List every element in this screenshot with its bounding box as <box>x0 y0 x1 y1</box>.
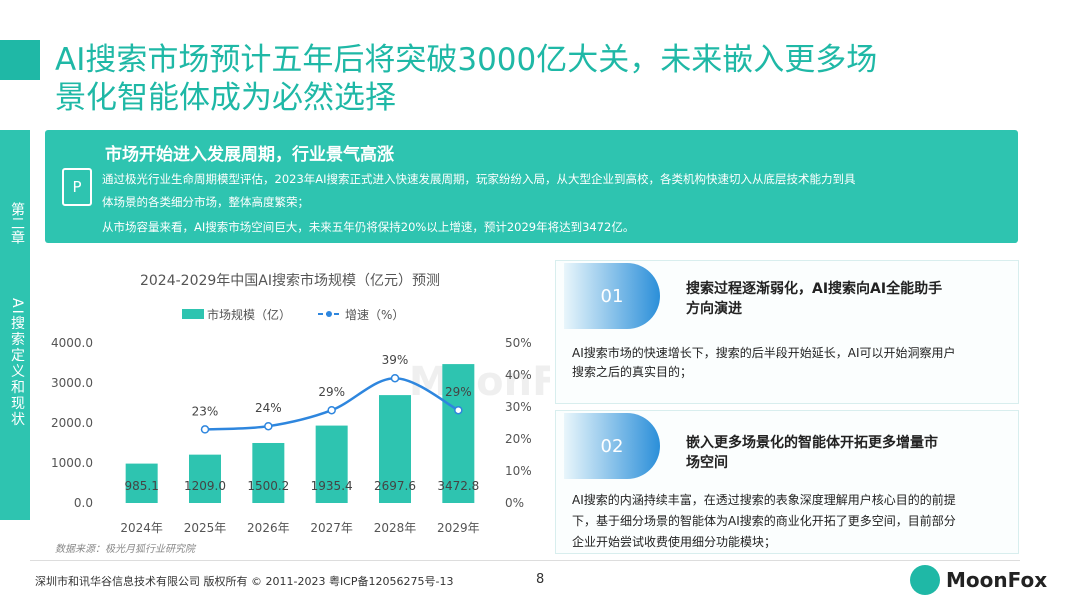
legend-label: 市场规模（亿） <box>207 307 291 322</box>
panel-number: 02 <box>564 413 660 479</box>
panel-heading: 搜索过程逐渐弱化，AI搜索向AI全能助手 <box>686 281 943 297</box>
growth-label: 24% <box>255 401 282 415</box>
summary-text: 通过极光行业生命周期模型评估，2023年AI搜索正式进入快速发展周期，玩家纷纷入… <box>102 172 856 186</box>
x-tick-label: 2026年 <box>247 521 290 535</box>
bar-label: 3472.8 <box>437 479 479 493</box>
summary-text: 从市场容量来看，AI搜索市场空间巨大，未来五年仍将保持20%以上增速，预计202… <box>102 220 635 234</box>
panel-heading: 场空间 <box>686 455 728 471</box>
bar-label: 985.1 <box>124 479 158 493</box>
bar-label: 1500.2 <box>247 479 289 493</box>
y-tick-label: 2000.0 <box>51 416 93 430</box>
bar-label: 1209.0 <box>184 479 226 493</box>
growth-point <box>264 421 273 431</box>
y2-tick-label: 0% <box>505 496 524 510</box>
y2-tick-label: 50% <box>505 336 532 350</box>
watermark: MoonFox <box>409 359 550 405</box>
panel-body: 下，基于细分场景的智能体为AI搜索的商业化开拓了更多空间，目前部分 <box>572 514 956 528</box>
x-tick-label: 2028年 <box>374 521 417 535</box>
growth-point <box>390 373 400 383</box>
x-tick-label: 2024年 <box>120 521 163 535</box>
panel: 02 嵌入更多场景化的智能体开拓更多增量市 场空间 AI搜索的内涵持续丰富，在透… <box>555 410 1019 554</box>
legend-swatch <box>182 309 204 319</box>
panel-body: AI搜索的内涵持续丰富，在透过搜索的表象深度理解用户核心目的的前提 <box>572 493 956 507</box>
bar-label: 2697.6 <box>374 479 416 493</box>
y2-tick-label: 30% <box>505 400 532 414</box>
summary-text: 体场景的各类细分市场，整体高度繁荣； <box>102 195 309 209</box>
panel-heading: 方向演进 <box>686 301 742 317</box>
growth-label: 39% <box>382 353 409 367</box>
panel-heading: 嵌入更多场景化的智能体开拓更多增量市 <box>686 435 938 451</box>
summary-heading: 市场开始进入发展周期，行业景气高涨 <box>105 145 394 165</box>
legend-swatch <box>326 311 332 317</box>
growth-point <box>454 405 463 415</box>
sidebar-section: AI搜索定义和现状 <box>9 298 25 428</box>
growth-point <box>327 405 336 415</box>
x-tick-label: 2029年 <box>437 521 480 535</box>
bar <box>442 364 475 503</box>
legend-label: 增速（%） <box>345 308 404 322</box>
bar <box>189 454 221 503</box>
y2-tick-label: 40% <box>505 368 532 382</box>
copyright: 深圳市和讯华谷信息技术有限公司 版权所有 © 2011-2023 粤ICP备12… <box>35 575 454 588</box>
panel: 01 搜索过程逐渐弱化，AI搜索向AI全能助手 方向演进 AI搜索市场的快速增长… <box>555 260 1019 404</box>
sidebar <box>0 130 30 520</box>
y-tick-label: 3000.0 <box>51 376 93 390</box>
x-tick-label: 2027年 <box>310 521 353 535</box>
summary-box <box>45 130 1018 243</box>
growth-label: 29% <box>445 385 472 399</box>
source: 数据来源：极光月狐行业研究院 <box>55 543 197 555</box>
chart: 2024-2029年中国AI搜索市场规模（亿元）预测 MoonFox 数据来源：极光… <box>51 272 550 555</box>
sidebar-chapter: 第二章 <box>9 202 25 244</box>
title-accent <box>0 40 40 80</box>
growth-point <box>200 425 210 434</box>
logo-text: MoonFox <box>946 568 1048 592</box>
bar <box>315 425 348 503</box>
chart-title: 2024-2029年中国AI搜索市场规模（亿元）预测 <box>140 272 440 289</box>
growth-label: 23% <box>192 404 219 418</box>
y-tick-label: 0.0 <box>74 496 93 510</box>
title: AI搜索市场预计五年后将突破3000亿大关，未来嵌入更多场 <box>55 42 878 78</box>
bar-label: 1935.4 <box>311 479 353 493</box>
y2-tick-label: 20% <box>505 432 532 446</box>
bar <box>125 463 158 503</box>
y2-tick-label: 10% <box>505 464 532 478</box>
y-tick-label: 1000.0 <box>51 456 93 470</box>
footer-rule <box>30 560 1020 561</box>
doc-icon: P <box>62 168 92 206</box>
logo-icon <box>910 565 940 595</box>
panel-body: 企业开始尝试收费使用细分功能模块； <box>572 535 777 549</box>
title: 景化智能体成为必然选择 <box>55 80 396 116</box>
panel-number: 01 <box>564 263 660 329</box>
bar <box>379 395 411 503</box>
y-tick-label: 4000.0 <box>51 336 93 350</box>
bar <box>252 442 285 503</box>
panel-body: AI搜索市场的快速增长下，搜索的后半段开始延长，AI可以开始洞察用户 <box>572 346 956 360</box>
growth-label: 29% <box>318 385 345 399</box>
panel-body: 搜索之后的真实目的； <box>572 365 693 379</box>
x-tick-label: 2025年 <box>184 521 227 535</box>
page-number: 8 <box>536 572 545 587</box>
